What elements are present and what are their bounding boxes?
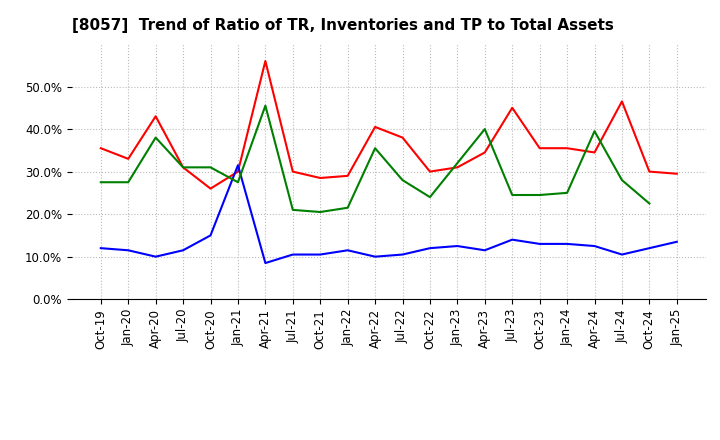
Inventories	[151, 254, 160, 259]
Trade Payables	[206, 165, 215, 170]
Trade Payables	[179, 165, 187, 170]
Trade Receivables	[151, 114, 160, 119]
Trade Receivables	[480, 150, 489, 155]
Trade Receivables	[672, 171, 681, 176]
Inventories	[96, 246, 105, 251]
Trade Payables	[261, 103, 270, 108]
Inventories	[124, 248, 132, 253]
Legend: Trade Receivables, Inventories, Trade Payables: Trade Receivables, Inventories, Trade Pa…	[158, 438, 619, 440]
Inventories	[179, 248, 187, 253]
Trade Receivables	[233, 169, 242, 174]
Trade Payables	[536, 192, 544, 198]
Trade Payables	[124, 180, 132, 185]
Trade Payables	[96, 180, 105, 185]
Inventories	[672, 239, 681, 245]
Inventories	[343, 248, 352, 253]
Inventories	[206, 233, 215, 238]
Inventories	[426, 246, 434, 251]
Trade Receivables	[124, 156, 132, 161]
Inventories	[453, 243, 462, 249]
Text: [8057]  Trend of Ratio of TR, Inventories and TP to Total Assets: [8057] Trend of Ratio of TR, Inventories…	[72, 18, 614, 33]
Trade Receivables	[261, 59, 270, 64]
Inventories	[371, 254, 379, 259]
Trade Payables	[316, 209, 325, 215]
Trade Payables	[563, 190, 572, 195]
Line: Trade Payables: Trade Payables	[101, 106, 649, 212]
Trade Receivables	[453, 165, 462, 170]
Trade Receivables	[426, 169, 434, 174]
Inventories	[398, 252, 407, 257]
Trade Receivables	[343, 173, 352, 179]
Trade Receivables	[618, 99, 626, 104]
Inventories	[480, 248, 489, 253]
Trade Payables	[453, 161, 462, 166]
Inventories	[233, 162, 242, 168]
Inventories	[261, 260, 270, 266]
Trade Receivables	[590, 150, 599, 155]
Trade Receivables	[206, 186, 215, 191]
Inventories	[618, 252, 626, 257]
Trade Payables	[289, 207, 297, 213]
Trade Payables	[233, 180, 242, 185]
Trade Payables	[426, 194, 434, 200]
Inventories	[316, 252, 325, 257]
Line: Trade Receivables: Trade Receivables	[101, 61, 677, 189]
Trade Receivables	[536, 146, 544, 151]
Trade Payables	[618, 177, 626, 183]
Trade Payables	[590, 128, 599, 134]
Trade Payables	[343, 205, 352, 210]
Trade Payables	[371, 146, 379, 151]
Trade Receivables	[289, 169, 297, 174]
Inventories	[563, 241, 572, 246]
Trade Payables	[480, 126, 489, 132]
Trade Receivables	[316, 176, 325, 181]
Trade Receivables	[371, 124, 379, 129]
Trade Receivables	[398, 135, 407, 140]
Trade Receivables	[563, 146, 572, 151]
Trade Payables	[508, 192, 516, 198]
Trade Payables	[151, 135, 160, 140]
Trade Receivables	[179, 165, 187, 170]
Inventories	[536, 241, 544, 246]
Trade Receivables	[96, 146, 105, 151]
Trade Payables	[645, 201, 654, 206]
Inventories	[508, 237, 516, 242]
Line: Inventories: Inventories	[101, 165, 677, 263]
Inventories	[645, 246, 654, 251]
Trade Receivables	[645, 169, 654, 174]
Trade Receivables	[508, 105, 516, 110]
Inventories	[590, 243, 599, 249]
Inventories	[289, 252, 297, 257]
Trade Payables	[398, 177, 407, 183]
